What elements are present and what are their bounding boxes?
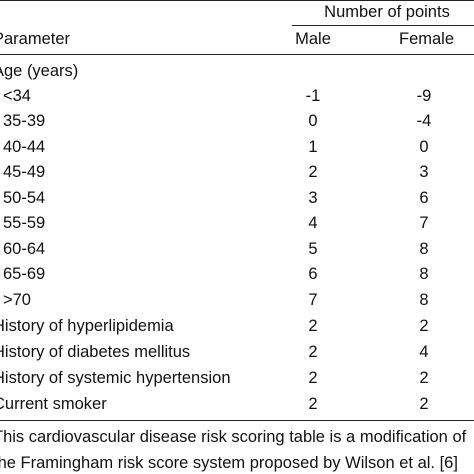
table-row-parameter: <34 — [3, 87, 31, 105]
table-row-male-points: 7 — [308, 291, 318, 309]
table-row-parameter: 55-59 — [3, 214, 46, 232]
bottom-rule — [0, 420, 474, 421]
table-row-parameter: 60-64 — [3, 240, 46, 258]
table-row-female-points: 2 — [419, 317, 429, 335]
table-row-female-points: 0 — [419, 138, 429, 156]
table-row-male-points: 6 — [308, 265, 318, 283]
table-row-male-points: 2 — [308, 343, 318, 361]
table-row-parameter: History of hyperlipidemia — [0, 317, 174, 335]
table-row-female-points: 2 — [419, 395, 429, 413]
table-row-parameter: >70 — [3, 291, 31, 309]
table-row-female-points: 2 — [419, 369, 429, 387]
table-row-parameter: 50-54 — [3, 189, 46, 207]
header-rule — [0, 54, 474, 55]
table-row-female-points: -9 — [416, 87, 432, 105]
table-row-parameter: Current smoker — [0, 395, 107, 413]
column-header-female: Female — [399, 30, 455, 48]
table-row-parameter: Age (years) — [0, 62, 79, 80]
table-row-male-points: 2 — [308, 395, 318, 413]
table-row-male-points: 2 — [308, 369, 318, 387]
table-row-female-points: 8 — [419, 291, 429, 309]
table-row-male-points: 1 — [308, 138, 318, 156]
table-row-female-points: 4 — [419, 343, 429, 361]
table-row-female-points: -4 — [416, 112, 432, 130]
table-row-parameter: History of systemic hypertension — [0, 369, 231, 387]
table-row-parameter: History of diabetes mellitus — [0, 343, 191, 361]
column-header-parameter: Parameter — [0, 30, 71, 48]
footnote-line-1: This cardiovascular disease risk scoring… — [0, 428, 467, 446]
table-row-parameter: 40-44 — [3, 138, 46, 156]
group-header-number-of-points: Number of points — [324, 3, 450, 21]
table-row-male-points: 3 — [308, 189, 318, 207]
column-header-male: Male — [295, 30, 331, 48]
table-row-male-points: 0 — [308, 112, 318, 130]
table-row-parameter: 65-69 — [3, 265, 46, 283]
table-row-female-points: 8 — [419, 240, 429, 258]
group-header-underline — [292, 25, 474, 26]
footnote-line-2: the Framingham risk score system propose… — [0, 454, 458, 472]
table-row-parameter: 35-39 — [3, 112, 46, 130]
table-row-female-points: 8 — [419, 265, 429, 283]
table-row-male-points: 2 — [308, 163, 318, 181]
table-row-male-points: 2 — [308, 317, 318, 335]
table-row-male-points: 4 — [308, 214, 318, 232]
table-row-parameter: 45-49 — [3, 163, 46, 181]
table-row-male-points: -1 — [305, 87, 321, 105]
table-row-female-points: 3 — [419, 163, 429, 181]
table-row-male-points: 5 — [308, 240, 318, 258]
table-row-female-points: 7 — [419, 214, 429, 232]
top-rule — [0, 0, 474, 1]
table-row-female-points: 6 — [419, 189, 429, 207]
